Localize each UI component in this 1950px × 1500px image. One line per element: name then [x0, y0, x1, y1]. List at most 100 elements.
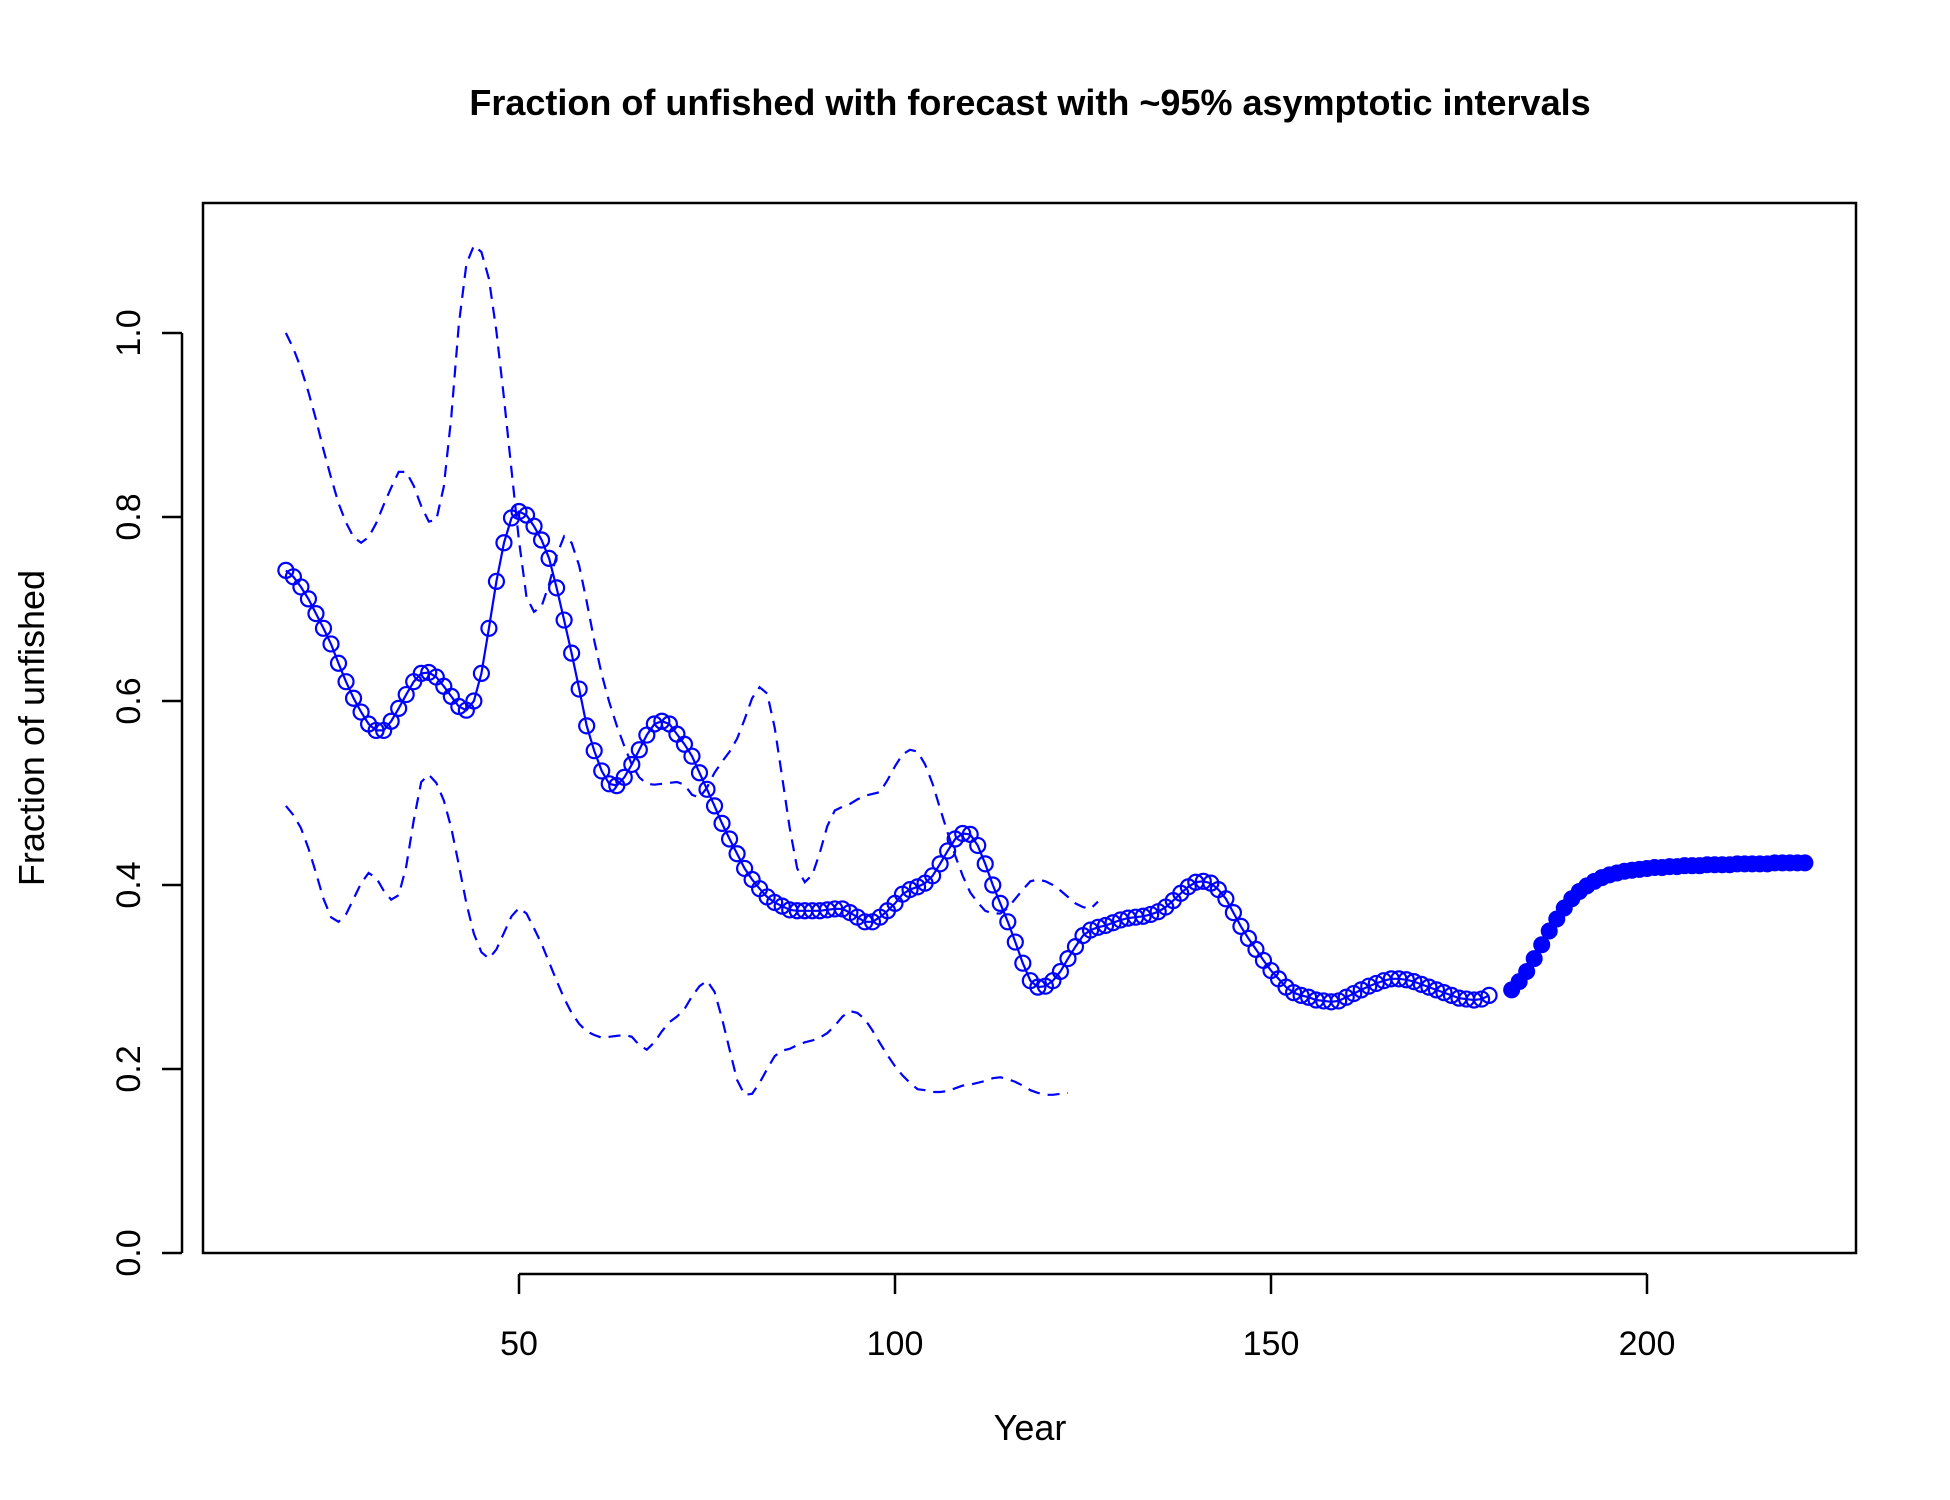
estimate-point [1089, 918, 1107, 936]
upper-interval-line [284, 243, 1099, 915]
estimate-line [285, 510, 1490, 1003]
estimate-point [1014, 954, 1032, 972]
estimate-point [578, 717, 596, 735]
estimate-point [713, 814, 731, 832]
lower-interval-line [285, 773, 1069, 1096]
estimate-point [1292, 986, 1310, 1005]
estimate-point [1104, 914, 1122, 932]
estimate-point [563, 644, 581, 662]
estimate-point [969, 836, 987, 855]
estimate-point [630, 741, 648, 759]
estimate-point [352, 703, 370, 721]
estimate-point [344, 689, 363, 707]
x-axis-label: Year [994, 1407, 1067, 1448]
estimate-point [1142, 905, 1160, 924]
estimate-point [472, 664, 490, 683]
estimate-point [1006, 933, 1024, 951]
x-tick-label: 50 [500, 1325, 538, 1363]
estimate-point [1059, 949, 1077, 968]
x-tick-label: 150 [1243, 1325, 1300, 1363]
estimate-point [555, 611, 573, 629]
estimate-point [675, 735, 694, 753]
estimate-point [728, 845, 746, 863]
estimate-point [901, 880, 919, 899]
estimate-point [487, 572, 506, 591]
estimate-point [525, 517, 543, 535]
plot-series [277, 243, 1814, 1096]
estimate-point [337, 673, 355, 691]
chart-title: Fraction of unfished with forecast with … [469, 82, 1590, 123]
estimate-point [720, 830, 739, 848]
estimate-point [923, 867, 942, 885]
estimate-point [1360, 977, 1378, 995]
y-tick-label: 0.2 [110, 1045, 148, 1092]
estimate-point [856, 913, 874, 931]
x-tick-label: 100 [867, 1325, 924, 1363]
estimate-point [495, 534, 513, 552]
estimate-point [480, 619, 498, 637]
estimate-point [1232, 917, 1250, 936]
estimate-point [1412, 975, 1431, 993]
estimate-point [1134, 907, 1152, 925]
estimate-point [690, 764, 709, 782]
estimate-point [547, 579, 566, 597]
estimate-point [532, 531, 551, 549]
estimate-point [1029, 978, 1047, 996]
estimate-point [615, 768, 633, 786]
estimate-point [1465, 991, 1483, 1009]
estimate-point [1427, 981, 1446, 999]
estimate-point [322, 635, 340, 653]
y-axis-label: Fraction of unfished [11, 570, 52, 886]
estimate-point [931, 855, 949, 873]
estimate-point [1405, 972, 1423, 991]
estimate-point [999, 913, 1017, 931]
estimate-point [1096, 916, 1115, 935]
estimate-point [465, 692, 483, 710]
y-tick-label: 0.8 [110, 493, 148, 540]
estimate-point [1217, 890, 1235, 908]
estimate-point [1435, 984, 1453, 1002]
estimate-point [367, 721, 385, 740]
estimate-point [570, 680, 588, 698]
estimate-point [623, 755, 641, 774]
estimate-point [292, 578, 310, 596]
estimate-point [991, 894, 1009, 913]
estimate-point [1081, 921, 1100, 939]
estimate-point [600, 775, 618, 793]
estimate-point [1420, 978, 1438, 996]
estimate-point [593, 762, 611, 780]
estimate-point [1224, 903, 1243, 922]
estimate-point [1284, 984, 1303, 1002]
x-tick-label: 200 [1619, 1325, 1676, 1363]
estimate-point [1480, 986, 1498, 1005]
forecast-point [1533, 936, 1551, 954]
estimate-point [653, 712, 671, 730]
estimate-point [976, 855, 994, 873]
y-axis: 0.0 0.2 0.4 0.6 0.8 1.0 [110, 309, 184, 1277]
forecast-point [1518, 962, 1536, 980]
estimate-point [307, 604, 325, 623]
estimate-point [382, 712, 400, 730]
y-tick-label: 1.0 [110, 309, 148, 356]
y-tick-label: 0.6 [110, 677, 148, 724]
estimate-point [299, 590, 318, 608]
estimate-point [939, 842, 957, 860]
estimate-point [1322, 993, 1340, 1011]
estimate-point [954, 824, 972, 843]
estimate-point [1367, 974, 1385, 993]
estimate-point [705, 797, 724, 815]
estimate-point [397, 685, 415, 704]
forecast-point [1525, 950, 1543, 968]
plot-frame [201, 201, 1858, 1255]
y-tick-label: 0.4 [110, 861, 148, 908]
estimate-point [1194, 872, 1212, 890]
estimate-point [1051, 962, 1070, 981]
x-axis: 50 100 150 200 [500, 1272, 1676, 1363]
estimate-point [698, 780, 716, 798]
estimate-point [329, 654, 348, 672]
estimate-point [585, 742, 603, 760]
estimate-point [984, 876, 1002, 894]
estimate-point [1397, 971, 1415, 989]
y-tick-label: 0.0 [110, 1229, 148, 1276]
